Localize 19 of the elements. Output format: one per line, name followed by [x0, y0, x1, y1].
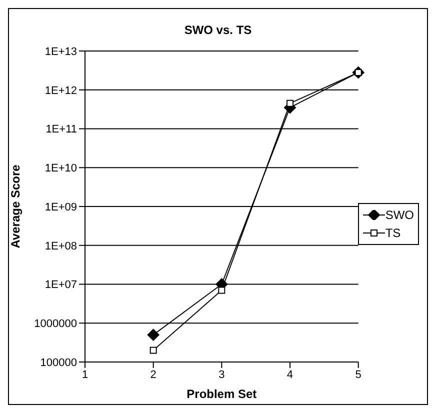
y-tick-label: 1E+09 — [44, 201, 77, 214]
y-tick-label: 1000000 — [34, 318, 77, 330]
x-tick-label: 5 — [355, 368, 362, 381]
x-tick-label: 4 — [286, 368, 294, 381]
x-tick-label: 2 — [150, 368, 156, 381]
y-tick-label: 1E+10 — [44, 162, 77, 175]
chart-title: SWO vs. TS — [183, 22, 253, 39]
y-axis-title: Average Score — [8, 164, 22, 248]
legend-label: SWO — [385, 206, 414, 224]
x-axis-title: Problem Set — [186, 387, 257, 401]
legend-label: TS — [385, 224, 401, 242]
x-tick-label: 1 — [82, 368, 88, 381]
y-tick-label: 1E+11 — [46, 124, 77, 136]
y-tick-label: 1E+12 — [44, 84, 77, 97]
x-tick-label: 3 — [218, 368, 225, 381]
y-tick-label: 1E+08 — [44, 240, 77, 252]
y-tick-label: 1E+07 — [44, 279, 77, 292]
y-tick-label: 1E+13 — [44, 46, 77, 58]
y-tick-label: 100000 — [40, 356, 77, 369]
